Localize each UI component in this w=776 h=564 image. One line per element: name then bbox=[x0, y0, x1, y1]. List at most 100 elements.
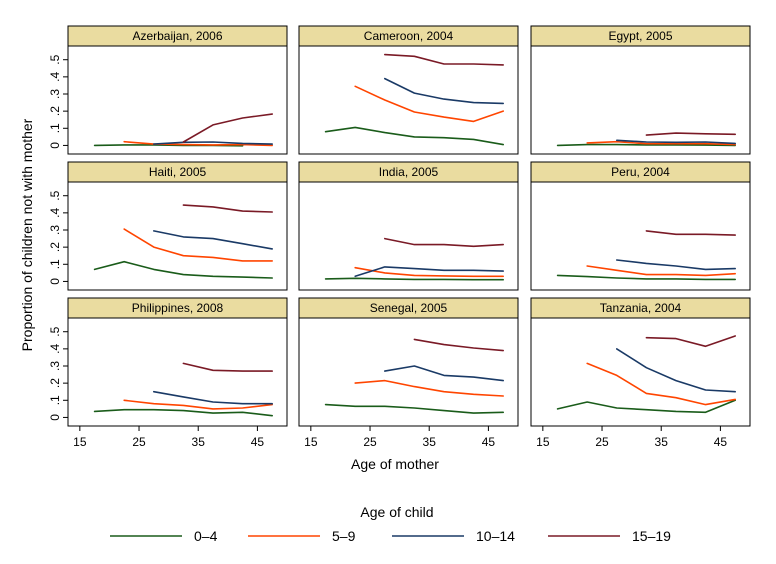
y-axis-title: Proportion of children not with mother bbox=[19, 118, 35, 351]
plot-frame bbox=[530, 181, 751, 291]
panel-title: Senegal, 2005 bbox=[370, 301, 448, 315]
x-tick-label: 35 bbox=[423, 435, 437, 449]
panel-haiti-2005: Haiti, 2005 0 .1 .2 .3 .4 .5 bbox=[48, 161, 288, 291]
x-tick-label: 15 bbox=[304, 435, 318, 449]
series-line-5-9 bbox=[586, 140, 737, 146]
series-line-15-19 bbox=[182, 113, 274, 143]
series-line-5-9 bbox=[123, 399, 274, 410]
plot-frame bbox=[67, 317, 288, 427]
series-line-5-9 bbox=[123, 228, 274, 262]
y-tick-label: .3 bbox=[48, 225, 62, 235]
series-line-10-14 bbox=[383, 77, 505, 105]
legend-item-5-9: 5–9 bbox=[248, 528, 356, 544]
series-line-10-14 bbox=[153, 230, 274, 250]
panel-peru-2004: Peru, 2004 bbox=[530, 161, 751, 291]
bottom-x-axes: 15 25 35 45 15 25 35 45 15 25 35 45 bbox=[73, 426, 727, 449]
plot-frame bbox=[530, 317, 751, 427]
y-tick-label: .2 bbox=[48, 242, 62, 252]
panel-title: Philippines, 2008 bbox=[132, 301, 224, 315]
panel-title: Haiti, 2005 bbox=[149, 165, 207, 179]
series-line-10-14 bbox=[615, 259, 737, 271]
y-tick-label: 0 bbox=[48, 278, 62, 285]
series-line-15-19 bbox=[182, 362, 274, 372]
series-line-0-4 bbox=[556, 143, 737, 147]
x-tick-label: 15 bbox=[536, 435, 550, 449]
plot-frame bbox=[298, 181, 519, 291]
legend: 0–4 5–9 10–14 15–19 bbox=[110, 528, 671, 544]
x-tick-label: 25 bbox=[363, 435, 377, 449]
panel-title: Peru, 2004 bbox=[611, 165, 670, 179]
panel-title: Cameroon, 2004 bbox=[364, 29, 454, 43]
series-line-15-19 bbox=[383, 237, 505, 248]
series-line-15-19 bbox=[645, 335, 737, 348]
plot-frame bbox=[530, 45, 751, 155]
panels-grid: Azerbaijan, 2006 0 .1 .2 .3 .4 .5 Cameroon, 200… bbox=[48, 25, 751, 427]
panel-title: Azerbaijan, 2006 bbox=[132, 29, 222, 43]
y-tick-label: .5 bbox=[48, 54, 62, 64]
plot-frame bbox=[67, 45, 288, 155]
panel-senegal-2005: Senegal, 2005 bbox=[298, 297, 519, 427]
legend-item-15-19: 15–19 bbox=[548, 528, 671, 544]
legend-label: 10–14 bbox=[476, 528, 515, 544]
x-tick-label: 45 bbox=[251, 435, 265, 449]
y-tick-label: .5 bbox=[48, 190, 62, 200]
legend-label: 15–19 bbox=[632, 528, 671, 544]
x-tick-label: 45 bbox=[482, 435, 496, 449]
y-tick-label: .2 bbox=[48, 378, 62, 388]
series-line-0-4 bbox=[93, 408, 274, 417]
y-tick-label: .2 bbox=[48, 106, 62, 116]
series-line-5-9 bbox=[354, 266, 505, 278]
panel-title: Tanzania, 2004 bbox=[600, 301, 682, 315]
series-line-10-14 bbox=[615, 348, 737, 393]
y-tick-label: .5 bbox=[48, 326, 62, 336]
series-line-5-9 bbox=[123, 140, 274, 147]
panel-title: Egypt, 2005 bbox=[608, 29, 672, 43]
legend-item-0-4: 0–4 bbox=[110, 528, 218, 544]
legend-label: 5–9 bbox=[332, 528, 356, 544]
series-line-5-9 bbox=[354, 379, 505, 397]
x-tick-label: 35 bbox=[655, 435, 669, 449]
plot-frame bbox=[298, 45, 519, 155]
series-line-0-4 bbox=[556, 274, 737, 281]
series-line-10-14 bbox=[153, 390, 274, 405]
series-line-10-14 bbox=[615, 139, 737, 145]
y-tick-label: 0 bbox=[48, 414, 62, 421]
panel-egypt-2005: Egypt, 2005 bbox=[530, 25, 751, 155]
x-axis-title: Age of mother bbox=[351, 456, 439, 472]
plot-frame bbox=[298, 317, 519, 427]
series-line-0-4 bbox=[556, 399, 737, 414]
legend-label: 0–4 bbox=[194, 528, 218, 544]
y-tick-label: .3 bbox=[48, 89, 62, 99]
series-line-15-19 bbox=[645, 132, 737, 136]
series-line-15-19 bbox=[645, 230, 737, 236]
series-line-0-4 bbox=[324, 126, 505, 146]
panel-title: India, 2005 bbox=[379, 165, 439, 179]
y-tick-label: .1 bbox=[48, 123, 62, 133]
series-line-5-9 bbox=[586, 362, 737, 406]
y-tick-label: .4 bbox=[48, 208, 62, 218]
series-line-0-4 bbox=[324, 403, 505, 414]
x-tick-label: 25 bbox=[132, 435, 146, 449]
panel-azerbaijan-2006: Azerbaijan, 2006 0 .1 .2 .3 .4 .5 bbox=[48, 25, 288, 155]
x-tick-label: 35 bbox=[192, 435, 206, 449]
panel-philippines-2008: Philippines, 2008 0 .1 .2 .3 .4 .5 bbox=[48, 297, 288, 427]
series-line-0-4 bbox=[93, 260, 274, 279]
series-line-5-9 bbox=[586, 265, 737, 277]
y-tick-label: 0 bbox=[48, 142, 62, 149]
y-tick-label: .1 bbox=[48, 259, 62, 269]
x-tick-label: 45 bbox=[714, 435, 728, 449]
legend-title: Age of child bbox=[360, 504, 433, 520]
y-tick-label: .3 bbox=[48, 361, 62, 371]
panel-tanzania-2004: Tanzania, 2004 bbox=[530, 297, 751, 427]
series-line-15-19 bbox=[383, 53, 505, 66]
series-line-15-19 bbox=[413, 338, 505, 352]
x-tick-label: 25 bbox=[595, 435, 609, 449]
panel-cameroon-2004: Cameroon, 2004 bbox=[298, 25, 519, 155]
y-tick-label: .4 bbox=[48, 72, 62, 82]
x-tick-label: 15 bbox=[73, 435, 87, 449]
y-tick-label: .1 bbox=[48, 395, 62, 405]
series-line-5-9 bbox=[354, 85, 505, 123]
series-line-10-14 bbox=[153, 141, 274, 145]
series-line-10-14 bbox=[354, 266, 505, 278]
